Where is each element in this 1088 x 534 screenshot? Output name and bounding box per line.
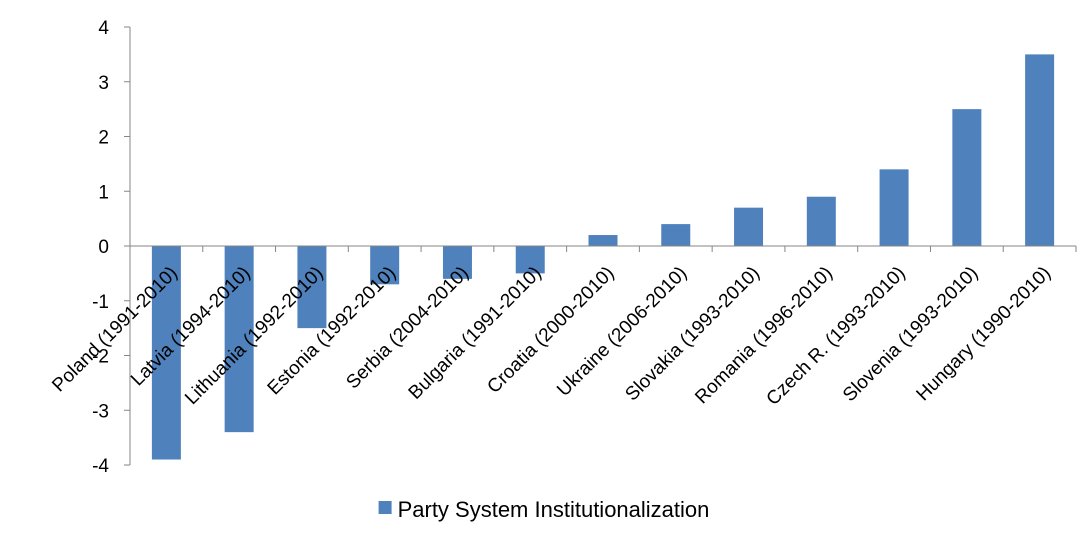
bar-2 — [297, 246, 327, 329]
y-tick-label: -1 — [92, 292, 109, 313]
x-category-label: Bulgaria (1991-2010) — [405, 263, 546, 404]
y-tick-label: 3 — [98, 73, 109, 94]
bar-6 — [588, 235, 618, 246]
legend-label: Party System Institutionalization — [398, 497, 710, 522]
y-tick-label: 0 — [98, 237, 109, 258]
bars-layer — [151, 54, 1055, 460]
x-category-label: Slovakia (1993-2010) — [622, 263, 765, 406]
y-tick-label: -3 — [92, 401, 109, 422]
bar-8 — [734, 207, 764, 246]
x-category-label: Croatia (2000-2010) — [483, 263, 618, 398]
x-category-label: Serbia (2004-2010) — [342, 263, 473, 394]
x-category-label: Estonia (1992-2010) — [264, 263, 401, 400]
x-category-label: Hungary (1990-2010) — [913, 263, 1056, 406]
x-category-label: Romania (1996-2010) — [691, 263, 837, 409]
bar-7 — [661, 224, 691, 246]
x-category-label: Ukraine (2006-2010) — [553, 263, 691, 401]
x-category-label: Slovenia (1993-2010) — [839, 263, 982, 406]
legend-swatch — [378, 501, 392, 514]
y-tick-label: -4 — [92, 456, 109, 477]
bar-0 — [151, 246, 181, 460]
axes-layer — [129, 27, 1077, 465]
bar-12 — [1025, 54, 1055, 247]
y-tick-label: 2 — [98, 128, 109, 149]
x-category-label: Czech R. (1993-2010) — [763, 263, 910, 410]
y-tick-label: -2 — [92, 347, 109, 368]
x-axis-category-labels: Poland (1991-2010)Latvia (1994-2010)Lith… — [48, 263, 1055, 410]
bar-10 — [879, 169, 909, 246]
bar-4 — [442, 246, 472, 279]
bar-9 — [806, 196, 836, 246]
bar-5 — [515, 246, 545, 274]
legend: Party System Institutionalization — [378, 497, 710, 522]
x-category-label: Lithuania (1992-2010) — [181, 263, 327, 409]
y-tick-label: 4 — [98, 18, 109, 39]
bar-1 — [224, 246, 254, 433]
bar-3 — [370, 246, 400, 285]
y-tick-label: 1 — [98, 182, 109, 203]
y-axis-ticks: 4 3 2 1 0 -1 -2 -3 -4 — [92, 18, 130, 477]
bar-11 — [952, 109, 982, 247]
